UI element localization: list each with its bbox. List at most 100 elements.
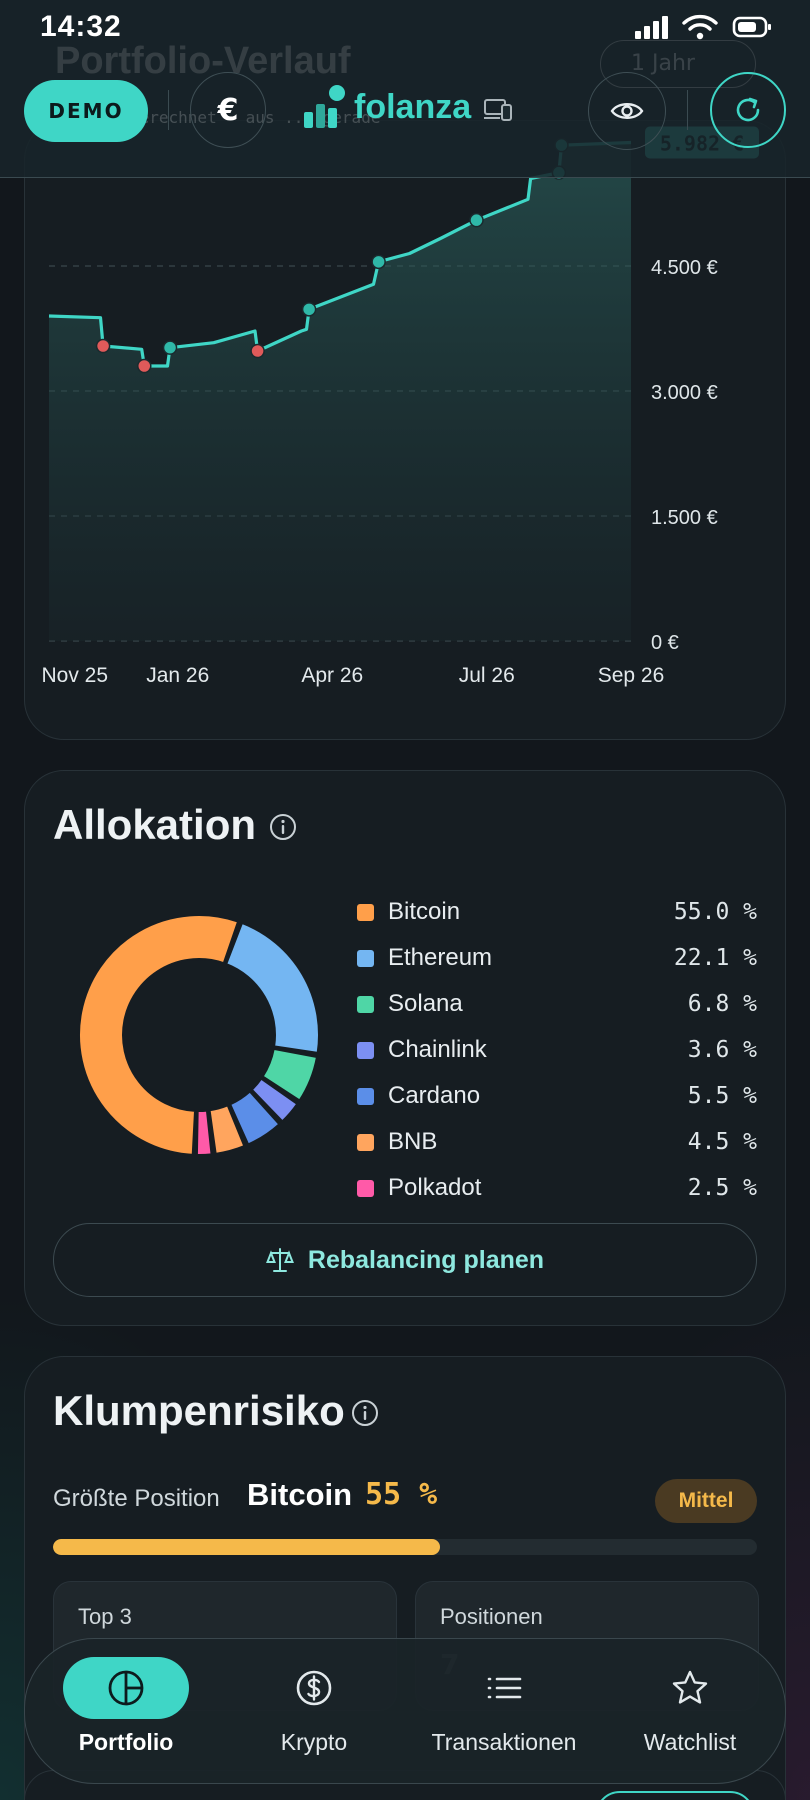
legend-swatch (357, 1179, 374, 1197)
pie-chart-icon (108, 1670, 144, 1706)
risk-progress-bar (53, 1539, 757, 1555)
donut-slice-ethereum[interactable] (225, 921, 320, 1054)
largest-position-name: Bitcoin (247, 1477, 353, 1512)
sell-transaction-marker[interactable] (137, 358, 152, 374)
risk-level-badge: Mittel (655, 1479, 757, 1523)
nav-icon-wrap (441, 1657, 567, 1719)
dollar-coin-icon (296, 1670, 332, 1706)
nav-label: Portfolio (78, 1729, 174, 1755)
donut-slice-solana[interactable] (261, 1047, 318, 1102)
sell-transaction-marker[interactable] (95, 338, 111, 354)
list-icon (487, 1677, 522, 1699)
legend-label: Polkadot (388, 1174, 482, 1201)
legend-item[interactable]: Bitcoin 55.0 % (357, 889, 757, 935)
legend-value: 4.5 % (687, 1129, 757, 1155)
legend-item[interactable]: Chainlink 3.6 % (357, 1027, 757, 1073)
legend-item[interactable]: BNB 4.5 % (357, 1119, 757, 1165)
nav-transaktionen[interactable]: Transaktionen (419, 1657, 589, 1769)
y-tick-label: 3.000 € (651, 382, 718, 404)
largest-position-percent: 55 % (365, 1477, 438, 1512)
legend-value: 6.8 % (687, 991, 757, 1017)
donut-slice-cardano[interactable] (229, 1090, 281, 1146)
legend-item[interactable]: Ethereum 22.1 % (357, 935, 757, 981)
app-logo[interactable]: folanza (302, 84, 471, 130)
buy-transaction-marker[interactable] (301, 302, 317, 317)
legend-swatch (357, 949, 374, 967)
legend-value: 3.6 % (687, 1037, 757, 1063)
legend-item[interactable]: Polkadot 2.5 % (357, 1165, 757, 1211)
legend-item[interactable]: Solana 6.8 % (357, 981, 757, 1027)
legend-swatch (357, 995, 374, 1013)
rebalance-button[interactable]: Rebalancing planen (53, 1223, 757, 1297)
portfolio-history-card: 0 € 1.500 € 3.000 € 4.500 € Nov 25 Jan 26 Apr … (24, 120, 786, 740)
nav-icon-wrap (63, 1657, 189, 1719)
allocation-title: Allokation (53, 801, 257, 848)
star-icon (672, 1670, 708, 1704)
app-name: folanza (354, 87, 472, 126)
sell-transaction-marker[interactable] (250, 343, 265, 359)
signal-icon (635, 16, 668, 39)
nav-label: Watchlist (643, 1729, 737, 1755)
top3-label: Top 3 (78, 1604, 132, 1629)
allocation-legend: Bitcoin 55.0 % Ethereum 22.1 % Solana 6.8 % Ch… (357, 889, 757, 1211)
nav-icon-wrap (627, 1657, 753, 1719)
currency-button[interactable]: € (190, 72, 266, 148)
donut-slice-polkadot[interactable] (195, 1109, 213, 1156)
x-tick-label: Nov 25 (41, 664, 108, 687)
portfolio-history-chart: 0 € 1.500 € 3.000 € 4.500 € Nov 25 Jan 26 Apr … (41, 126, 759, 687)
nav-icon-wrap (251, 1657, 377, 1719)
x-tick-label: Jan 26 (146, 664, 209, 687)
largest-position-label: Größte Position (53, 1485, 220, 1512)
demo-mode-button[interactable]: DEMO (24, 80, 148, 142)
x-tick-label: Sep 26 (598, 664, 665, 687)
devices-icon[interactable] (484, 98, 512, 122)
legend-swatch (357, 1133, 374, 1151)
risk-progress-fill (53, 1539, 441, 1555)
legend-value: 5.5 % (687, 1083, 757, 1109)
legend-label: Chainlink (388, 1036, 487, 1063)
divider (168, 90, 169, 130)
donut-slice-chainlink[interactable] (250, 1077, 299, 1123)
logo-icon (304, 85, 345, 128)
allocation-card: Allokation Bitcoin 55.0 % Ethereum 22.1 % So… (24, 770, 786, 1326)
donut-slice-bitcoin[interactable] (78, 914, 240, 1156)
visibility-toggle-button[interactable] (588, 72, 666, 150)
bottom-navigation: Portfolio Krypto Transaktionen (24, 1638, 786, 1784)
legend-value: 55.0 % (673, 899, 757, 925)
buy-transaction-marker[interactable] (469, 212, 484, 228)
positions-label: Positionen (440, 1604, 543, 1629)
legend-swatch (357, 1087, 374, 1105)
wifi-icon (682, 14, 718, 40)
nav-krypto[interactable]: Krypto (229, 1657, 399, 1769)
battery-icon (732, 16, 771, 38)
y-tick-label: 4.500 € (651, 257, 718, 279)
next-card-button[interactable] (595, 1791, 755, 1800)
info-icon[interactable] (269, 813, 297, 841)
area-fill (49, 142, 631, 641)
legend-swatch (357, 1041, 374, 1059)
legend-item[interactable]: Cardano 5.5 % (357, 1073, 757, 1119)
info-icon[interactable] (351, 1399, 379, 1427)
y-tick-label: 1.500 € (651, 507, 718, 529)
legend-label: BNB (388, 1128, 438, 1155)
allocation-donut-chart (78, 914, 320, 1156)
eye-icon (610, 103, 644, 119)
x-tick-label: Jul 26 (459, 664, 515, 687)
status-icons (634, 14, 772, 40)
legend-label: Bitcoin (388, 898, 461, 925)
status-time: 14:32 (40, 10, 122, 43)
legend-value: 2.5 % (687, 1175, 757, 1201)
nav-portfolio[interactable]: Portfolio (41, 1657, 211, 1769)
refresh-button[interactable] (710, 72, 786, 148)
scale-icon (265, 1248, 294, 1272)
app-header: Portfolio-Verlauf 1 Jahr berechnet · aus… (0, 0, 810, 178)
legend-label: Solana (388, 990, 463, 1017)
x-tick-label: Apr 26 (301, 664, 363, 687)
buy-transaction-marker[interactable] (162, 340, 178, 355)
risk-title: Klumpenrisiko (53, 1387, 345, 1434)
nav-watchlist[interactable]: Watchlist (605, 1657, 775, 1769)
buy-transaction-marker[interactable] (371, 254, 386, 270)
refresh-icon (736, 97, 760, 122)
donut-slice-bnb[interactable] (208, 1104, 246, 1155)
status-bar: 14:32 (0, 0, 810, 58)
